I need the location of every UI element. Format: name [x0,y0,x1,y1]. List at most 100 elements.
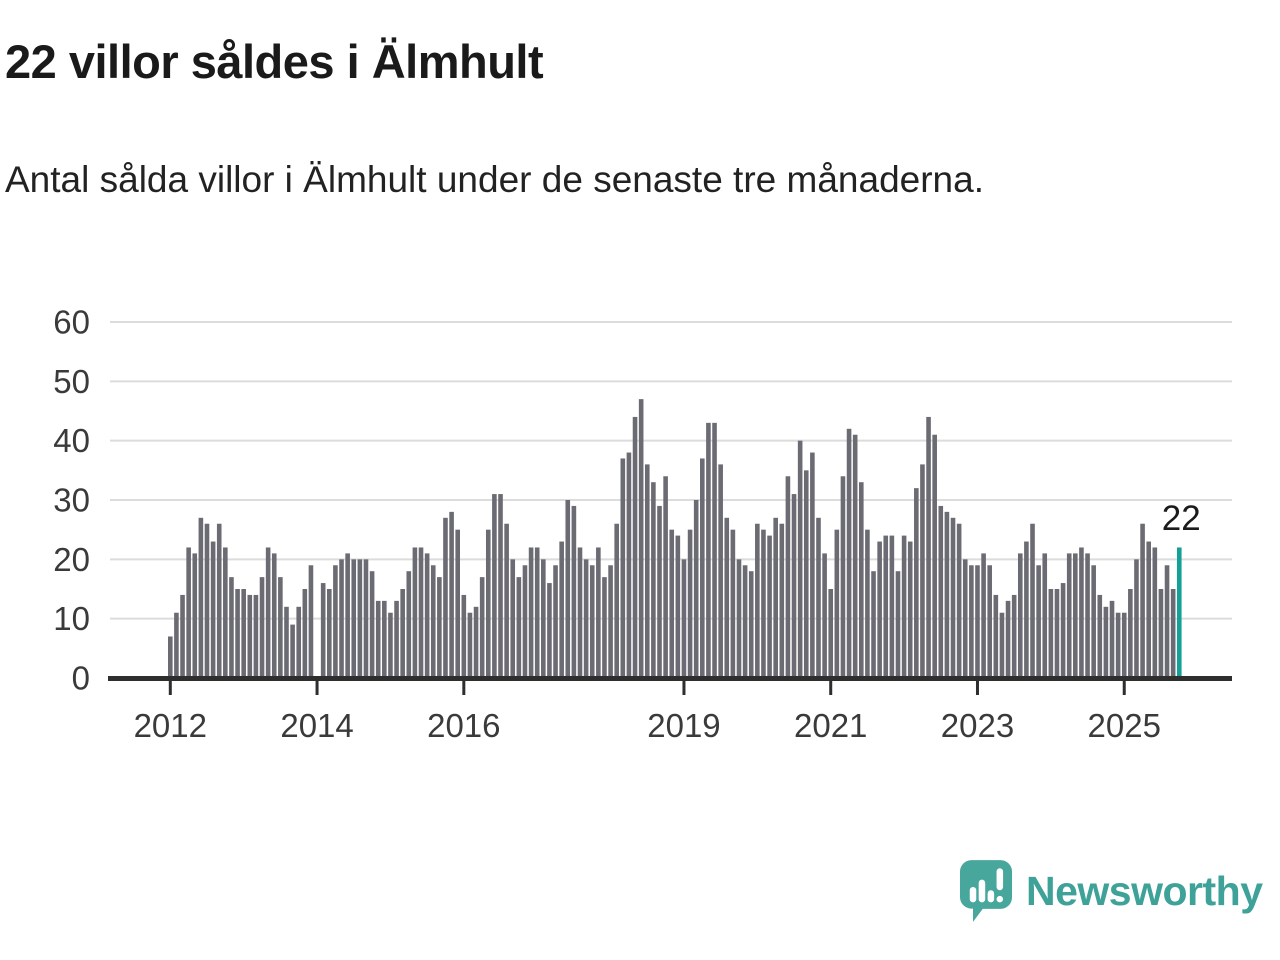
x-axis-tick-label: 2025 [1088,707,1161,744]
bar [950,517,956,678]
bar [724,517,730,678]
bar [369,571,375,678]
bar [510,559,516,678]
y-axis-tick-label: 60 [53,304,90,341]
bar [559,541,564,678]
bar [748,571,754,678]
bar [1109,600,1115,678]
bar [1121,612,1127,678]
bar [565,500,571,678]
x-axis-tick [315,681,319,695]
bar [1146,541,1151,678]
bar [675,535,681,678]
bar [547,583,552,678]
highlighted-bar [1176,547,1182,678]
x-axis-tick [1122,681,1126,695]
bar [993,594,999,678]
bar [479,577,485,678]
bar [1017,553,1023,678]
bar [375,600,381,678]
bar [1134,559,1139,678]
x-axis-tick-label: 2019 [647,707,720,744]
bar [406,571,412,678]
bar [657,505,662,678]
bar [706,422,711,678]
bar [1042,553,1048,678]
bar [1030,523,1035,678]
bar [388,612,393,678]
bar [357,559,363,678]
bar [449,511,454,678]
bar [320,583,326,678]
y-axis-tick-label: 10 [53,600,90,637]
bar [400,589,405,678]
y-axis-tick-label: 40 [53,422,90,459]
bar [1091,565,1096,678]
newsworthy-bars-icon [960,860,1012,922]
bar [712,422,717,678]
bar [651,482,656,678]
bar [803,470,809,678]
x-axis-tick-label: 2023 [941,707,1014,744]
bar [382,600,387,678]
bar [541,559,546,678]
bar [907,541,913,678]
bar [895,571,901,678]
bar [742,565,748,678]
bar [1158,589,1164,678]
bar [180,594,185,678]
bar [1036,565,1041,678]
bar [626,452,632,678]
bar [938,505,944,678]
y-axis-tick-label: 20 [53,541,90,578]
bar [1097,594,1103,678]
bar [534,547,540,678]
highlight-value-label: 22 [1162,499,1201,538]
bar [975,565,980,678]
bar [1011,594,1017,678]
bar [424,553,430,678]
bar [504,523,509,678]
bar [944,511,950,678]
bar [632,416,638,678]
bar [1140,523,1145,678]
bar [914,488,919,678]
bar [810,452,815,678]
bar [326,589,332,678]
bar [204,523,210,678]
bar [987,565,993,678]
bar [1079,547,1084,678]
bar [736,559,742,678]
bar [877,541,882,678]
bar [865,529,870,678]
bar [1066,553,1072,678]
bar [608,565,613,678]
bar [412,547,418,678]
bar [1085,553,1090,678]
bar [791,494,797,678]
bar [168,636,173,678]
bar [602,577,607,678]
bar [192,553,198,678]
bar [223,547,228,678]
bar [773,517,778,678]
bar [779,523,785,678]
bar-chart: 0 10 20 30 40 50 60 2012 2014 2016 2019 2021 2023 202… [53,304,1232,744]
bar [1024,541,1029,678]
bar [1054,589,1060,678]
bar [174,612,179,678]
bar [394,600,399,678]
bar [1115,612,1121,678]
x-axis-tick-label: 2016 [427,707,500,744]
bar [492,494,497,678]
bar [1103,606,1109,678]
x-axis-tick [682,681,686,695]
bar [901,535,907,678]
bar [284,606,289,678]
bar [259,577,265,678]
bar [956,523,962,678]
x-axis-tick [829,681,833,695]
newsworthy-logo: Newsworthy [960,860,1263,922]
bar [693,500,699,678]
bar [210,541,216,678]
